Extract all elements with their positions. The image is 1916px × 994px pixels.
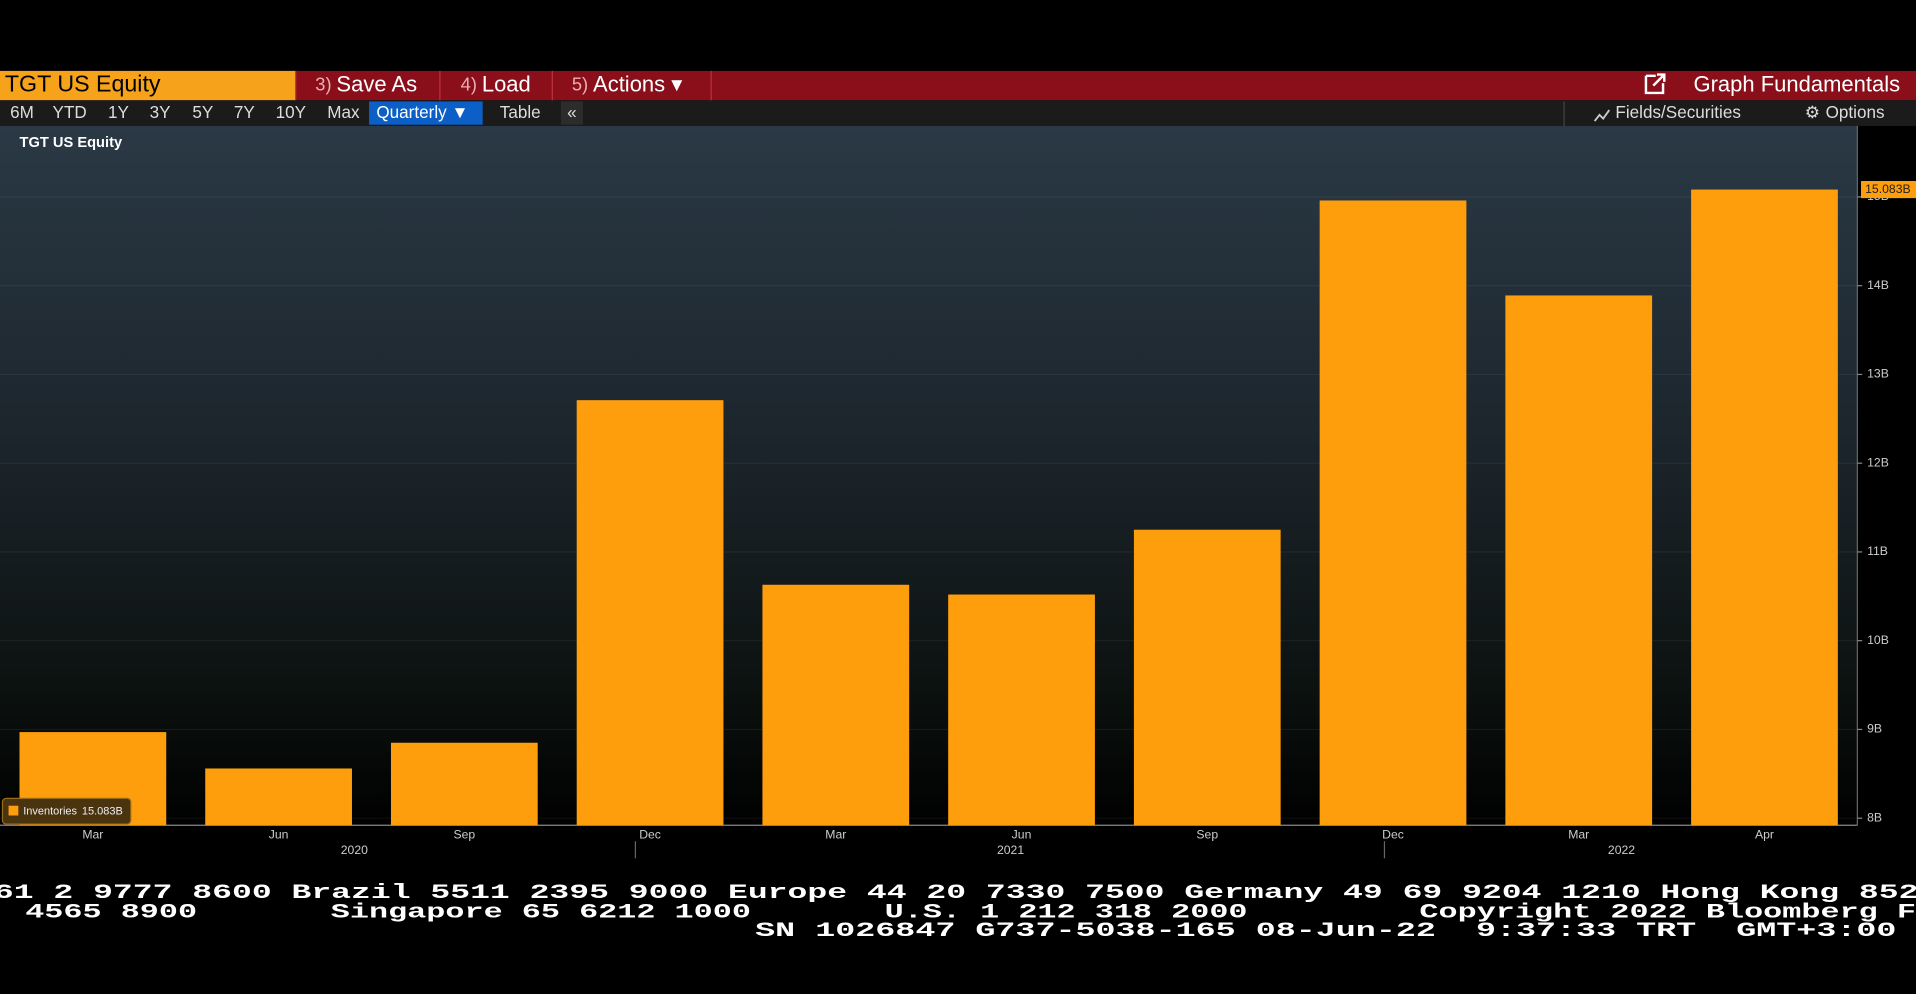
- fields-icon: [1593, 109, 1611, 122]
- options-button[interactable]: Options: [1826, 103, 1885, 122]
- y-tick-label: 9B: [1867, 722, 1882, 736]
- menu-key[interactable]: 3): [315, 73, 331, 94]
- menu-key[interactable]: 5): [572, 73, 588, 94]
- y-tick-label: 10B: [1867, 633, 1889, 647]
- bar: [205, 768, 352, 826]
- period-button[interactable]: 3Y: [150, 103, 172, 122]
- bar: [948, 594, 1095, 826]
- y-tick-label: 8B: [1867, 810, 1882, 824]
- collapse-box[interactable]: [560, 101, 583, 125]
- period-button[interactable]: 6M: [10, 103, 34, 122]
- y-tick-label: 12B: [1867, 455, 1889, 469]
- legend-swatch: [8, 805, 19, 816]
- bar: [1691, 189, 1838, 826]
- value-label: 15.083B: [1865, 182, 1911, 196]
- footer-line: 4565 8900 Singapore 65 6212 1000 U.S. 1 …: [6, 902, 1916, 925]
- options-icon: ⚙: [1805, 103, 1820, 122]
- x-tick-label: Mar: [825, 827, 846, 841]
- x-tick-label: Sep: [453, 827, 475, 841]
- bar: [1319, 200, 1467, 826]
- legend-box: [1, 797, 132, 825]
- period-bar: [0, 100, 1916, 126]
- function-title: Graph Fundamentals: [1694, 71, 1901, 96]
- chart-title: TGT US Equity: [20, 135, 123, 151]
- menu-key[interactable]: 4): [461, 73, 477, 94]
- menu-item[interactable]: Actions ▾: [593, 71, 682, 96]
- x-tick-label: Jun: [1012, 827, 1032, 841]
- x-tick-label: Dec: [639, 827, 661, 841]
- x-tick-label: Mar: [1568, 827, 1589, 841]
- legend-name: Inventories: [23, 806, 77, 818]
- y-tick-label: 14B: [1867, 278, 1889, 292]
- year-label: 2021: [997, 843, 1024, 857]
- x-tick-label: Dec: [1382, 827, 1404, 841]
- y-tick-label: 11B: [1867, 544, 1888, 558]
- bar: [1505, 295, 1653, 826]
- period-button[interactable]: YTD: [53, 103, 87, 122]
- collapse-button[interactable]: «: [567, 103, 577, 122]
- menu-item[interactable]: Load: [482, 71, 531, 96]
- security[interactable]: TGT US Equity: [5, 71, 161, 97]
- menu-bar: [0, 70, 1916, 101]
- popout-icon[interactable]: [1644, 73, 1666, 95]
- security-box[interactable]: [0, 70, 296, 101]
- bar: [762, 584, 910, 826]
- year-label: 2020: [341, 843, 368, 857]
- bar: [390, 742, 538, 826]
- year-label: 2022: [1608, 843, 1635, 857]
- bar: [576, 400, 724, 826]
- frequency-button[interactable]: [369, 101, 483, 125]
- x-tick-label: Sep: [1196, 827, 1218, 841]
- y-tick-label: 13B: [1867, 367, 1889, 381]
- table-button[interactable]: Table: [500, 103, 541, 122]
- period-button[interactable]: 5Y: [192, 103, 214, 122]
- period-button[interactable]: 1Y: [108, 103, 130, 122]
- period-button[interactable]: 7Y: [234, 103, 256, 122]
- fields-button[interactable]: Fields/Securities: [1615, 103, 1740, 122]
- x-tick-label: Mar: [82, 827, 103, 841]
- legend-value: 15.083B: [82, 806, 123, 818]
- frequency[interactable]: Quarterly ▼: [376, 103, 468, 122]
- period-button[interactable]: 10Y: [276, 103, 307, 122]
- footer-line: 61 2 9777 8600 Brazil 5511 2395 9000 Eur…: [0, 882, 1916, 905]
- bar: [1133, 529, 1281, 826]
- x-tick-label: Apr: [1755, 827, 1774, 841]
- x-tick-label: Jun: [269, 827, 289, 841]
- period-button[interactable]: Max: [327, 103, 360, 122]
- menu-item[interactable]: Save As: [336, 71, 417, 96]
- value-label-box: [1861, 181, 1916, 199]
- footer-line: SN 1026847 G737-5038-165 08-Jun-22 9:37:…: [755, 920, 1896, 943]
